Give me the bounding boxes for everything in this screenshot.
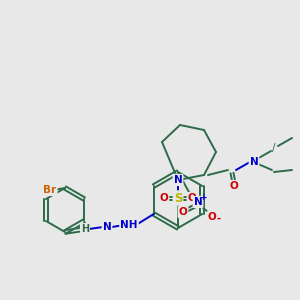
Text: N: N [194, 197, 202, 207]
Text: N: N [103, 222, 111, 232]
Text: N: N [250, 157, 258, 167]
Text: S: S [174, 191, 182, 205]
Text: -: - [217, 214, 221, 224]
Text: H: H [81, 224, 89, 234]
Text: O: O [188, 193, 196, 203]
Text: O: O [230, 181, 238, 191]
Text: +: + [200, 193, 208, 202]
Text: O: O [160, 193, 168, 203]
Text: /: / [272, 143, 276, 153]
Text: N: N [174, 175, 182, 185]
Text: NH: NH [120, 220, 138, 230]
Text: O: O [178, 207, 188, 217]
Text: O: O [208, 212, 216, 222]
Text: Br: Br [44, 185, 57, 195]
